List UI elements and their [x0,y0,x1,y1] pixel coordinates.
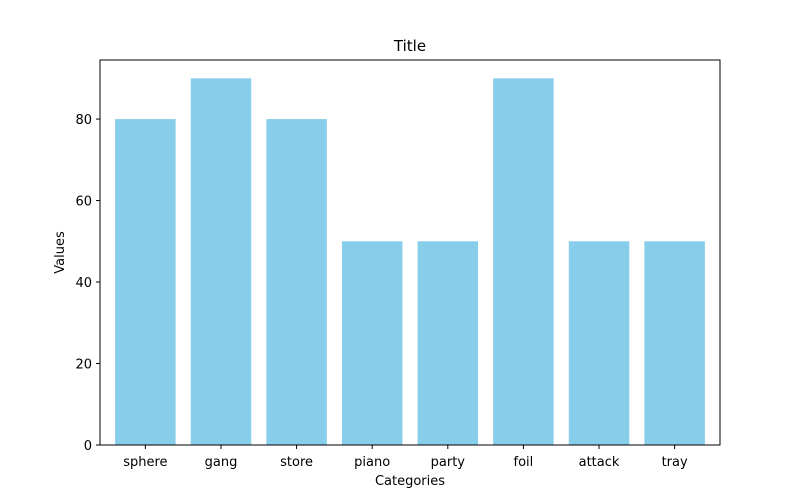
bar-attack [568,241,630,445]
x-axis: sphere gang store piano party foil attack tray [123,445,688,470]
bar-store [266,119,327,446]
y-tick-label: 80 [75,113,92,128]
y-tick-label: 40 [75,276,92,291]
plot-frame [99,59,721,446]
bar-group [115,78,705,446]
y-tick-label: 20 [75,358,92,373]
bar-foil [493,78,554,445]
bar-party [417,241,479,445]
x-tick-label: tray [662,455,688,470]
bar-sphere [115,119,176,446]
x-tick-label: store [280,455,313,470]
x-tick-label: foil [514,455,534,470]
bar-piano [341,241,403,445]
x-tick-label: sphere [123,455,167,470]
x-tick-label: gang [205,455,238,470]
x-tick-label: attack [579,455,620,470]
x-tick-label: party [431,455,466,470]
x-axis-label: Categories [375,474,445,489]
y-tick-label: 0 [84,439,92,454]
y-axis: 0 20 40 60 80 [75,113,100,454]
y-axis-label: Values [53,231,68,274]
x-tick-label: piano [354,455,390,470]
bar-tray [644,241,705,445]
chart-title: Title [393,37,426,55]
bar-gang [190,78,252,445]
y-tick-label: 60 [75,195,92,210]
